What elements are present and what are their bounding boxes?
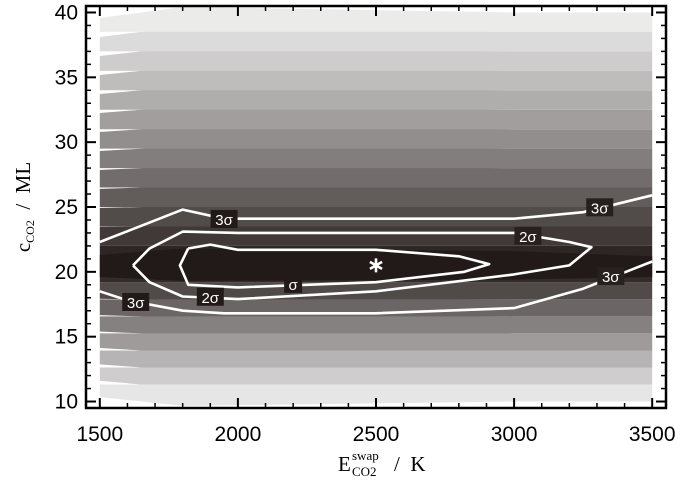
contour-label-repeat: 3σ	[591, 200, 609, 217]
contour-label-2: 2σ	[201, 290, 219, 307]
x-axis-title: E swap CO2 / K	[338, 448, 426, 479]
contour-label-1: σ	[289, 277, 299, 294]
x-axis-ticks: 1500 2000 2500 3000 3500	[76, 6, 676, 446]
svg-text:cCO2 / ML: cCO2 / ML	[11, 162, 37, 252]
filled-contour-bands	[99, 6, 653, 406]
contour-line-2	[132, 230, 593, 301]
best-fit-asterisk-stroke	[369, 260, 383, 270]
contour-band	[99, 106, 653, 130]
contour-labels: σ 2σ 3σ 3σ 3σ 2σ 3σ	[122, 198, 625, 312]
x-axis-title-unit: / K	[394, 452, 426, 476]
x-tick-label: 1500	[76, 423, 123, 446]
contour-band	[99, 146, 653, 169]
contour-line-1	[178, 243, 491, 289]
x-axis-title-sub: CO2	[352, 464, 377, 479]
contour-label-bg	[210, 209, 238, 228]
x-tick-label: 2000	[215, 423, 262, 446]
contour-band	[99, 299, 653, 318]
contour-label-repeat: 2σ	[519, 229, 537, 246]
y-tick-label: 10	[55, 391, 78, 414]
contour-label-bg	[196, 287, 224, 306]
contour-band	[99, 186, 653, 207]
contour-band	[99, 367, 653, 389]
contour-band	[99, 206, 653, 227]
contour-band	[99, 225, 653, 246]
x-tick-label: 3000	[491, 423, 538, 446]
contour-label-bg	[284, 274, 303, 293]
contour-band	[99, 126, 653, 149]
y-tick-label: 30	[55, 131, 78, 154]
contour-label-repeat: 3σ	[602, 269, 620, 286]
y-tick-label: 40	[55, 1, 78, 24]
contour-label-bg	[586, 198, 614, 217]
contour-label-4: 3σ	[127, 295, 145, 312]
contour-label-bg	[514, 226, 542, 245]
x-tick-label: 2500	[353, 423, 400, 446]
contour-band	[99, 166, 653, 188]
best-fit-marker	[369, 258, 383, 273]
y-tick-label: 20	[55, 261, 78, 284]
x-axis-title-sup: swap	[352, 448, 379, 463]
contour-band	[99, 46, 653, 71]
x-tick-label: 3500	[629, 423, 676, 446]
y-axis-title-main: c	[11, 243, 35, 252]
contour-band	[99, 66, 653, 91]
contour-label-3: 3σ	[215, 212, 233, 229]
contour-label-bg	[597, 267, 625, 286]
y-tick-label: 25	[55, 196, 78, 219]
y-tick-label: 15	[55, 326, 78, 349]
contour-band	[99, 350, 653, 371]
contour-band	[99, 316, 653, 336]
contour-band	[99, 26, 653, 52]
y-axis-title-unit: / ML	[11, 162, 35, 220]
y-axis-title: cCO2 / ML	[11, 162, 37, 252]
contour-label-bg	[122, 292, 150, 311]
contour-band	[99, 333, 653, 353]
x-axis-title-main: E	[338, 452, 351, 476]
contour-band	[99, 86, 653, 110]
y-axis-title-sub: CO2	[23, 220, 37, 243]
y-tick-label: 35	[55, 66, 78, 89]
y-axis-ticks: 10 15 20 25 30 35 40	[55, 1, 666, 414]
